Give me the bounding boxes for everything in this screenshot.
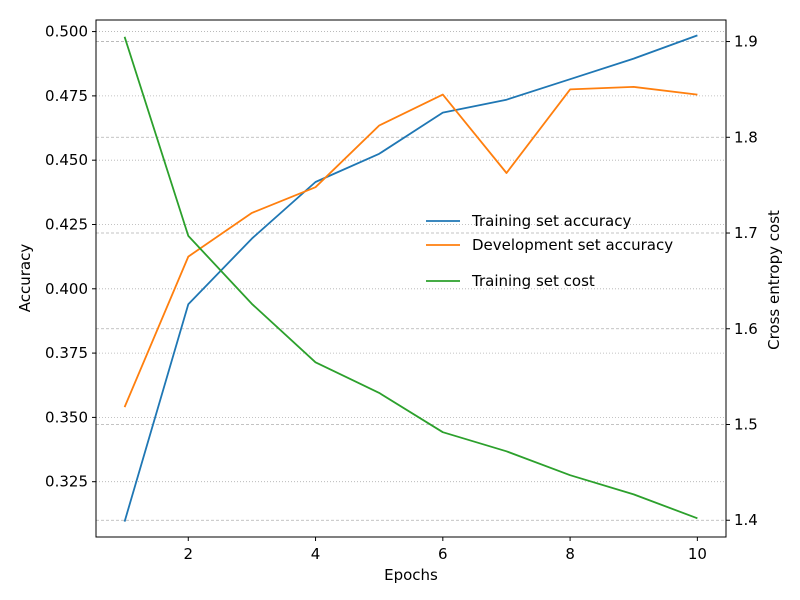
left-tick-label: 0.500 [45, 23, 88, 41]
legend-label-2: Development set accuracy [472, 236, 673, 254]
right-tick-label: 1.4 [734, 511, 758, 529]
series-line-1 [123, 34, 698, 522]
right-axis-label: Cross entropy cost [765, 210, 783, 350]
series-line-2 [123, 86, 698, 408]
x-tick-label: 4 [311, 545, 321, 563]
legend-label-1: Training set accuracy [471, 212, 631, 230]
left-tick-label: 0.450 [45, 151, 88, 169]
grid-left [96, 31, 726, 483]
left-axis-ticks: 0.325 0.350 0.375 0.400 0.425 0.450 0.475 0.500 [45, 23, 96, 491]
series-lines [123, 34, 698, 522]
right-tick-label: 1.6 [734, 320, 758, 338]
plot-frame [95, 19, 727, 538]
legend: Training set accuracy Development set acc… [426, 212, 673, 290]
x-axis-ticks: 2 4 6 8 10 [183, 537, 707, 563]
left-tick-label: 0.350 [45, 408, 88, 426]
x-tick-label: 8 [565, 545, 575, 563]
x-tick-label: 2 [183, 545, 193, 563]
right-tick-label: 1.9 [734, 33, 758, 51]
left-tick-label: 0.475 [45, 87, 88, 105]
right-tick-label: 1.8 [734, 128, 758, 146]
left-tick-label: 0.375 [45, 344, 88, 362]
left-tick-label: 0.400 [45, 280, 88, 298]
right-tick-label: 1.5 [734, 416, 758, 434]
x-tick-label: 10 [688, 545, 707, 563]
left-tick-label: 0.325 [45, 473, 88, 491]
left-tick-label: 0.425 [45, 215, 88, 233]
right-axis-ticks: 1.4 1.5 1.6 1.7 1.8 1.9 [726, 33, 758, 529]
x-tick-label: 6 [438, 545, 448, 563]
grid-right [96, 41, 726, 521]
right-tick-label: 1.7 [734, 224, 758, 242]
legend-label-3: Training set cost [471, 272, 595, 290]
x-axis-label: Epochs [384, 566, 438, 584]
left-axis-label: Accuracy [16, 244, 34, 313]
series-line-3 [123, 36, 698, 520]
